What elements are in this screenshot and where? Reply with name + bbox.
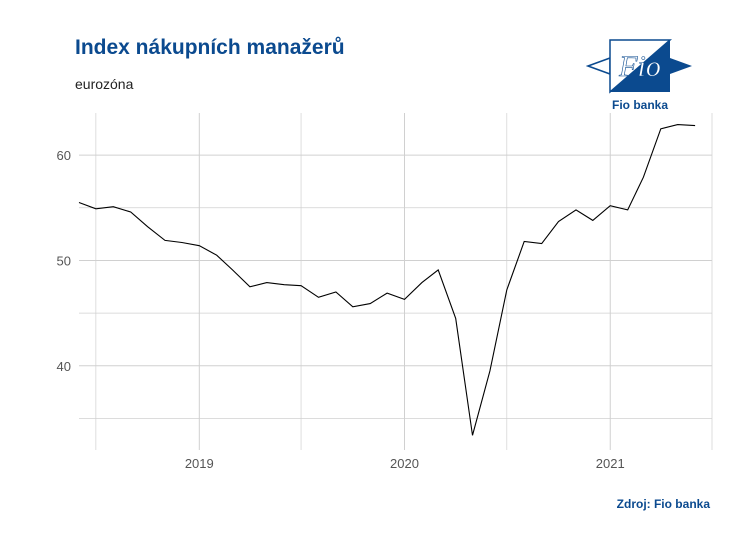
x-axis-ticks: 2019 2020 2021 [185,456,625,471]
series-line [78,124,696,436]
y-tick-label: 40 [57,359,71,374]
x-tick-label: 2019 [185,456,214,471]
chart-subtitle: eurozóna [75,76,134,92]
chart-title: Index nákupních manažerů [75,36,345,59]
chart-grid [79,113,713,450]
x-tick-label: 2020 [390,456,419,471]
y-axis-ticks: 40 50 60 [57,148,71,374]
y-tick-label: 60 [57,148,71,163]
logo-mark: Fio [618,50,661,83]
x-tick-label: 2021 [596,456,625,471]
logo-brand-text: Fio banka [612,98,668,112]
y-tick-label: 50 [57,253,71,268]
fio-banka-logo: Fio Fio banka [586,39,692,112]
source-note: Zdroj: Fio banka [616,497,710,511]
